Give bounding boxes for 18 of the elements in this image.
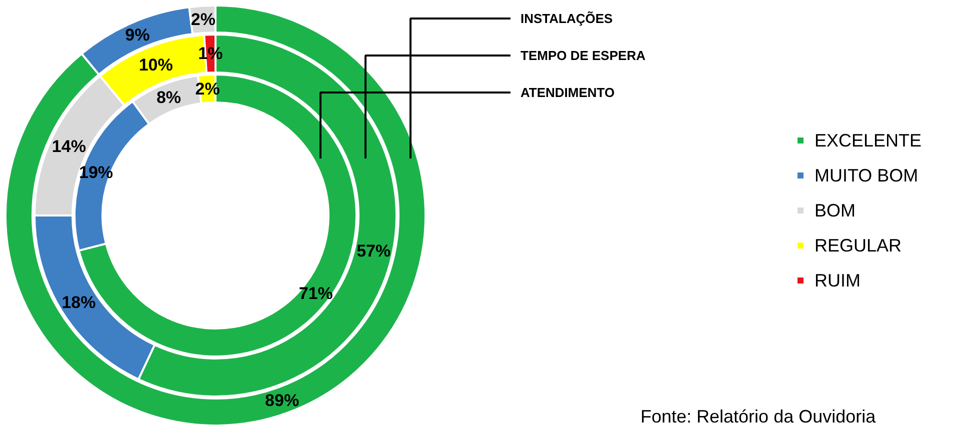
data-label: 57% — [356, 241, 391, 260]
legend-label: MUITO BOM — [814, 166, 918, 186]
legend-label: RUIM — [814, 270, 860, 290]
data-label: 9% — [125, 26, 150, 45]
data-label: 10% — [138, 55, 173, 74]
slice-label: ATENDIMENTO — [520, 85, 615, 100]
data-label: 18% — [62, 292, 96, 312]
data-label: 8% — [156, 88, 182, 107]
legend-label: EXCELENTE — [814, 130, 922, 150]
data-label: 14% — [52, 137, 86, 156]
slice-label: TEMPO DE ESPERA — [520, 48, 646, 63]
data-label: 2% — [190, 10, 216, 29]
source-note: Fonte: Relatório da Ouvidoria — [640, 406, 877, 426]
legend-label: BOM — [814, 200, 856, 220]
slice-label: INSTALAÇÕES — [520, 11, 614, 26]
legend-label: REGULAR — [814, 236, 902, 256]
data-label: 1% — [198, 44, 223, 64]
data-label: 89% — [265, 390, 300, 410]
